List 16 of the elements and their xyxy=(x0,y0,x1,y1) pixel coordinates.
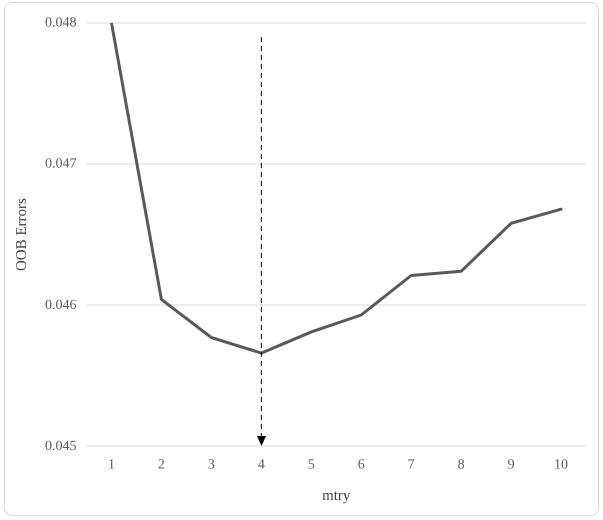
x-tick-label: 10 xyxy=(554,457,568,472)
y-axis-title: OOB Errors xyxy=(14,198,30,272)
y-tick-label: 0.045 xyxy=(45,438,76,454)
x-tick-label: 3 xyxy=(208,457,215,472)
x-tick-label: 8 xyxy=(458,457,465,472)
x-tick-label: 5 xyxy=(308,457,315,472)
x-tick-label: 9 xyxy=(508,457,515,472)
x-axis-title: mtry xyxy=(322,488,351,504)
x-tick-label: 7 xyxy=(408,457,415,472)
x-tick-label: 4 xyxy=(258,457,265,472)
x-tick-label: 1 xyxy=(108,457,115,472)
y-tick-label: 0.048 xyxy=(45,16,76,31)
x-tick-label: 2 xyxy=(158,457,165,472)
x-tick-label: 6 xyxy=(358,457,365,472)
y-tick-label: 0.047 xyxy=(45,156,76,172)
y-tick-label: 0.046 xyxy=(45,298,76,313)
